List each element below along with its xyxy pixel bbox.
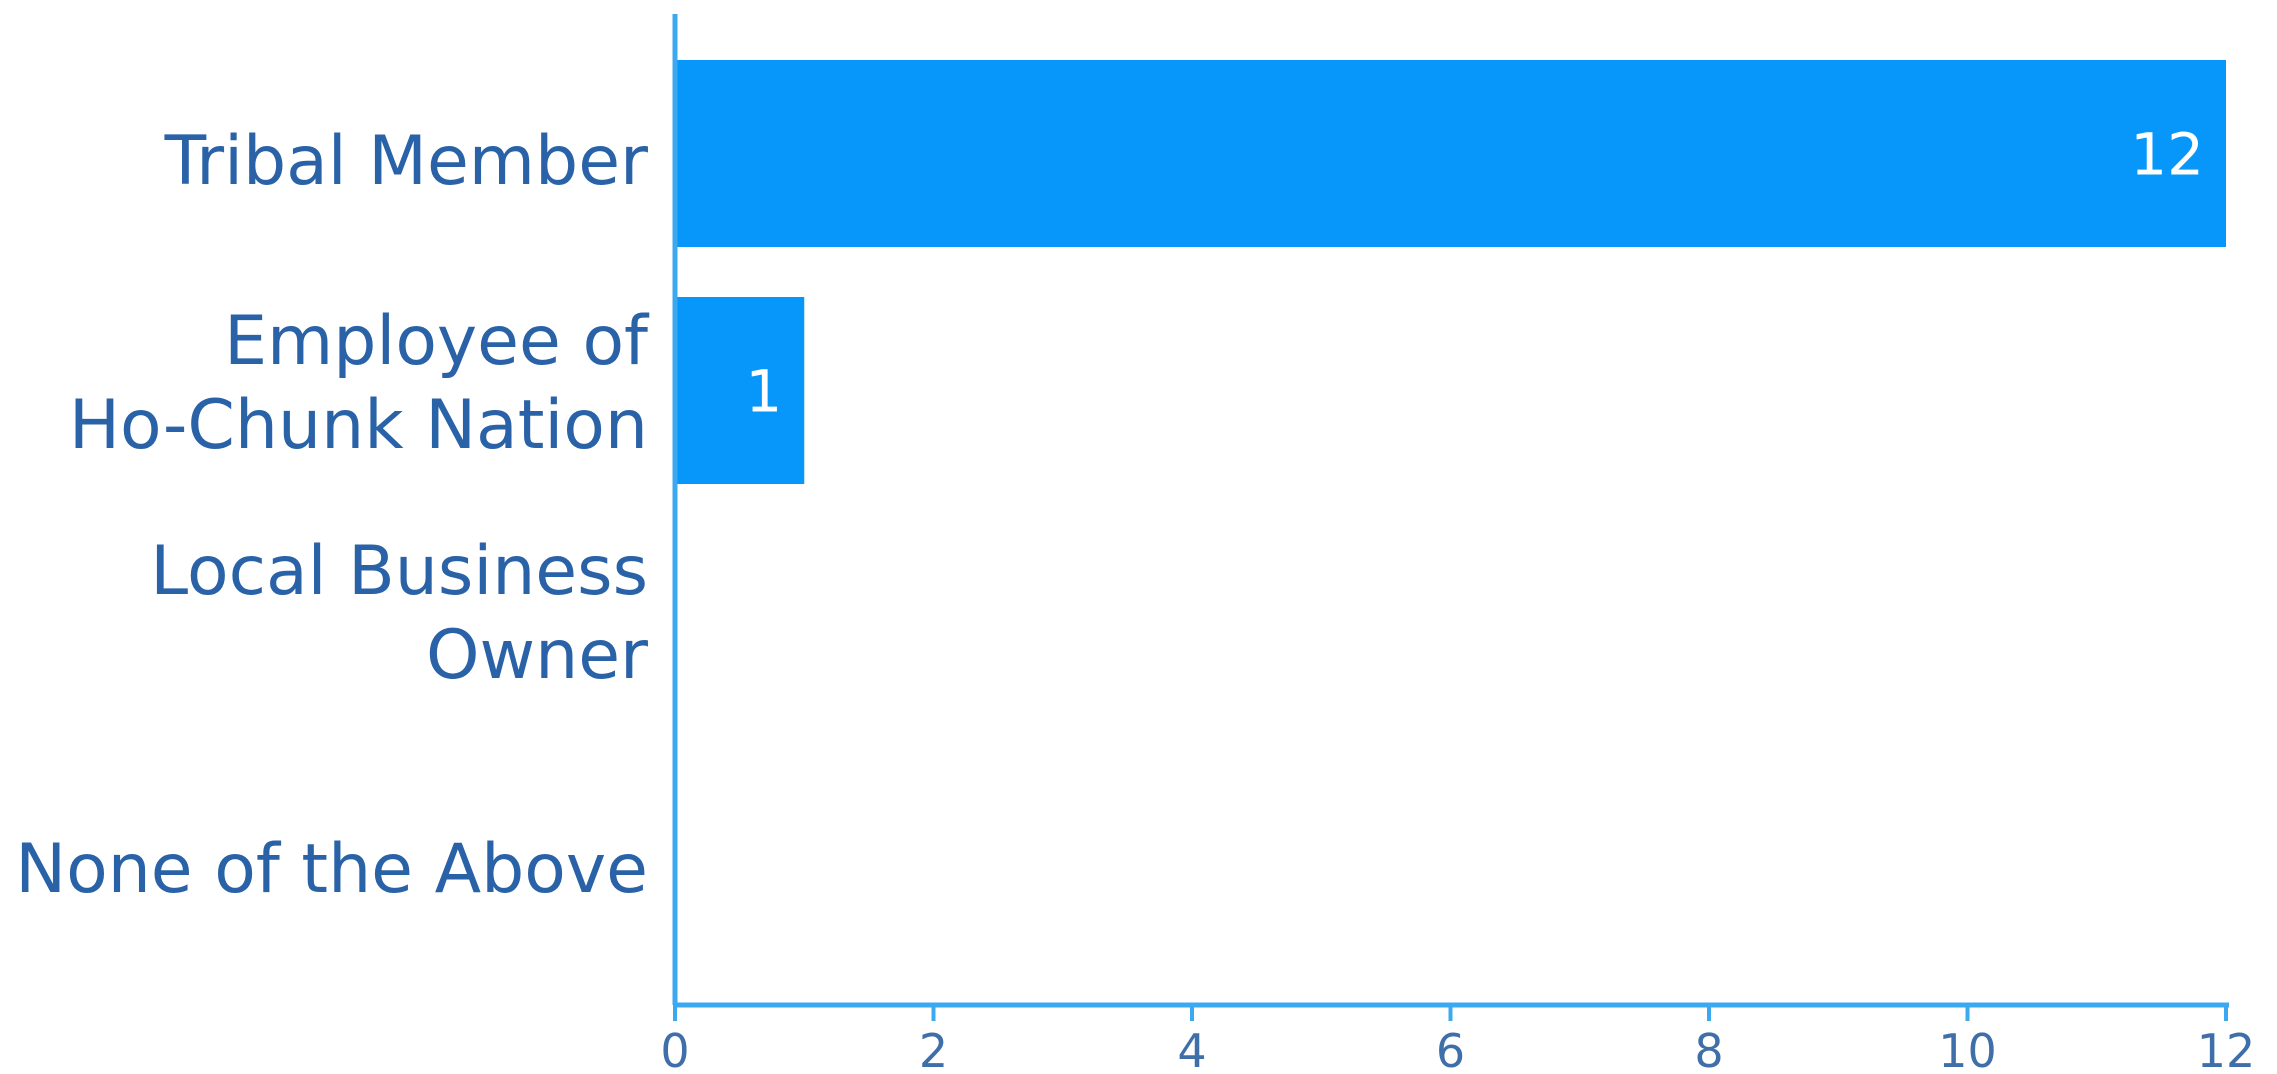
x-tick-label-3: 6 bbox=[1436, 1024, 1465, 1074]
x-tick-label-4: 8 bbox=[1694, 1024, 1723, 1074]
bar-1 bbox=[675, 297, 805, 484]
x-tick-label-5: 10 bbox=[1938, 1024, 1997, 1074]
category-labels: Tribal Member Employee of Ho-Chunk Nation L… bbox=[15, 122, 650, 909]
x-tick-label-0: 0 bbox=[660, 1024, 689, 1074]
axes bbox=[672, 14, 2229, 1021]
category-label-3: None of the Above bbox=[15, 830, 648, 909]
x-tick-label-1: 2 bbox=[919, 1024, 948, 1074]
category-label-0: Tribal Member bbox=[164, 122, 648, 201]
x-tick-label-6: 12 bbox=[2197, 1024, 2256, 1074]
value-labels: 12 1 bbox=[745, 121, 2204, 426]
x-tick-label-2: 4 bbox=[1177, 1024, 1206, 1074]
category-label-1: Employee of Ho-Chunk Nation bbox=[69, 302, 650, 465]
value-label-1: 1 bbox=[745, 358, 782, 426]
value-label-0: 12 bbox=[2130, 121, 2204, 189]
bars-layer bbox=[675, 60, 2226, 484]
tick-labels: 0 2 4 6 8 10 12 bbox=[660, 1024, 2255, 1074]
bar-0 bbox=[675, 60, 2226, 247]
category-label-2: Local Business Owner bbox=[150, 532, 648, 695]
